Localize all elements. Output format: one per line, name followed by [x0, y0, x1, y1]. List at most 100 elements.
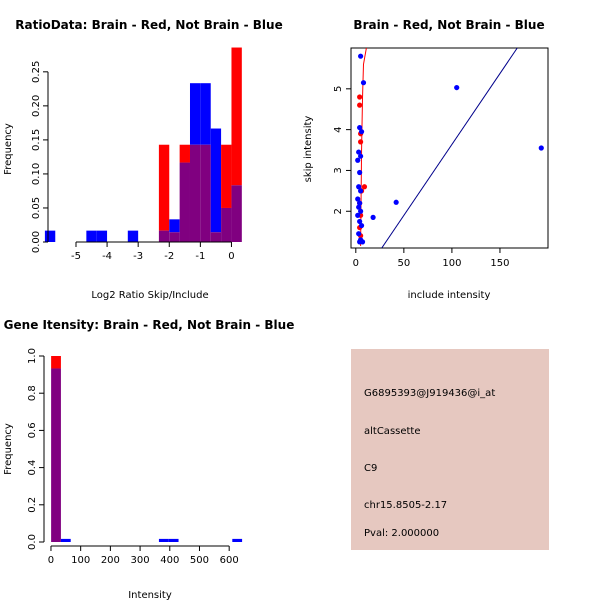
intensity-xlabel: Intensity	[128, 590, 172, 600]
info-background	[351, 349, 549, 550]
scatter-point-not-brain	[356, 231, 362, 237]
scatter-ylabel: skip intensity	[303, 116, 314, 183]
scatter-point-not-brain	[358, 188, 364, 194]
scatter-point-not-brain	[356, 184, 362, 190]
ratio-bar-not-brain	[96, 230, 108, 242]
scatter-point-not-brain	[357, 239, 363, 245]
scatter-x-tick-label: 50	[397, 258, 410, 269]
ratio-y-tick-label: 0.20	[31, 95, 42, 117]
scatter-xlabel: include intensity	[408, 290, 491, 301]
intensity-scatter: Brain - Red, Not Brain - Blue 0 50 100 150 2…	[303, 18, 549, 301]
ratio-y-tick-label: 0.00	[31, 231, 42, 253]
ratio-bar-overlap	[221, 207, 232, 242]
scatter-point-brain	[357, 94, 363, 100]
scatter-point-not-brain	[358, 208, 364, 214]
scatter-y-tick-label: 2	[333, 208, 344, 214]
scatter-point-not-brain	[357, 200, 363, 206]
scatter-y-tick-label: 4	[333, 126, 344, 132]
scatter-point-not-brain	[356, 149, 362, 155]
scatter-point-not-brain	[355, 157, 361, 163]
scatter-point-not-brain	[358, 222, 365, 229]
intensity-y-tick-label: 0.8	[27, 385, 38, 401]
scatter-point-not-brain	[355, 212, 361, 218]
ratio-bar-not-brain	[86, 230, 97, 242]
pval-label: Pval: 2.000000	[364, 528, 439, 539]
scatter-y-tick-label: 3	[333, 167, 344, 173]
scatter-axes: 0 50 100 150 2 3 4 5	[333, 86, 509, 269]
scatter-point-not-brain	[357, 169, 363, 176]
ratio-bar-not-brain	[210, 128, 222, 233]
intensity-y-tick-label: 0.6	[27, 422, 38, 438]
intensity-y-tick-label: 0.4	[27, 460, 38, 476]
ratio-y-tick-label: 0.10	[31, 163, 42, 185]
intensity-bar-not-brain	[158, 538, 169, 542]
ratio-x-tick-label: -5	[71, 251, 81, 262]
info-panel: G6895393@J919436@i_at altCassette C9 chr…	[351, 349, 549, 550]
ratio-bar-not-brain	[200, 83, 211, 145]
gene-intensity-histogram: Gene Itensity: Brain - Red, Not Brain - …	[3, 318, 294, 600]
intensity-title: Gene Itensity: Brain - Red, Not Brain - …	[4, 318, 295, 332]
scatter-point-not-brain	[357, 218, 363, 225]
ratio-axes: -5 -4 -3 -2 -1 0 0.00 0.05 0.10 0.15 0.20 0.25	[31, 61, 235, 262]
ratio-x-tick-label: 0	[228, 251, 234, 262]
ratio-bars	[44, 47, 242, 242]
scatter-point-not-brain	[358, 153, 364, 159]
scatter-x-tick-label: 150	[490, 258, 509, 269]
scatter-point-not-brain	[357, 124, 363, 131]
scatter-point-not-brain	[355, 196, 361, 202]
ratio-y-tick-label: 0.15	[31, 129, 42, 151]
intensity-bar-overlap	[51, 368, 61, 542]
scatter-point-brain	[361, 184, 368, 190]
ratio-bar-overlap	[179, 162, 190, 242]
fit-line-brain	[360, 48, 367, 246]
intensity-x-tick-label: 200	[101, 555, 120, 566]
intensity-x-tick-label: 300	[131, 555, 150, 566]
scatter-x-tick-label: 0	[353, 258, 359, 269]
intensity-y-tick-label: 0.2	[27, 497, 38, 513]
scatter-box	[350, 47, 549, 249]
intensity-axes: 0 100 200 300 400 500 600 0.0 0.2 0.4 0.6 0.8 1.0	[27, 348, 239, 566]
ratio-bar-overlap	[169, 232, 180, 242]
ratio-bar-overlap	[158, 230, 170, 242]
scatter-point-brain	[358, 139, 364, 145]
ratio-bar-not-brain	[44, 230, 56, 242]
scatter-point-not-brain	[454, 84, 460, 91]
scatter-points	[355, 53, 544, 245]
scatter-point-not-brain	[393, 199, 399, 205]
ratio-bar-not-brain	[127, 230, 139, 242]
intensity-bar-not-brain	[232, 538, 243, 542]
intensity-x-tick-label: 600	[220, 555, 239, 566]
ratio-ylabel: Frequency	[3, 123, 14, 175]
ratio-xlabel: Log2 Ratio Skip/Include	[91, 290, 208, 301]
cluster-label: C9	[364, 463, 377, 474]
intensity-bar-not-brain	[60, 538, 71, 542]
ratio-bar-not-brain	[169, 219, 180, 233]
ratio-y-tick-label: 0.05	[31, 197, 42, 219]
ratio-x-tick-label: -1	[195, 251, 205, 262]
fit-line-not-brain	[381, 48, 518, 248]
ratio-x-tick-label: -2	[164, 251, 174, 262]
intensity-bar-not-brain	[168, 538, 179, 542]
scatter-fit-lines	[360, 48, 518, 248]
intensity-x-tick-label: 0	[48, 555, 54, 566]
ratio-bar-brain	[231, 47, 242, 186]
scatter-y-tick-label: 5	[333, 86, 344, 92]
ratio-title: RatioData: Brain - Red, Not Brain - Blue	[15, 18, 282, 32]
scatter-point-not-brain	[358, 53, 364, 59]
ratio-bar-brain	[158, 144, 170, 231]
scatter-point-not-brain	[358, 129, 365, 135]
event-type: altCassette	[364, 426, 421, 437]
probe-id: G6895393@J919436@i_at	[364, 388, 495, 399]
ratio-x-tick-label: -4	[102, 251, 112, 262]
ratio-bar-overlap	[200, 144, 211, 242]
chromosome-location: chr15.8505-2.17	[364, 500, 447, 511]
scatter-point-not-brain	[360, 80, 367, 86]
ratio-x-tick-label: -3	[133, 251, 143, 262]
intensity-bar-brain	[51, 356, 61, 369]
ratio-histogram: RatioData: Brain - Red, Not Brain - Blue…	[3, 18, 283, 301]
scatter-x-tick-label: 100	[442, 258, 461, 269]
scatter-point-brain	[357, 102, 363, 108]
ratio-bar-overlap	[231, 185, 242, 242]
intensity-y-tick-label: 0.0	[27, 534, 38, 550]
